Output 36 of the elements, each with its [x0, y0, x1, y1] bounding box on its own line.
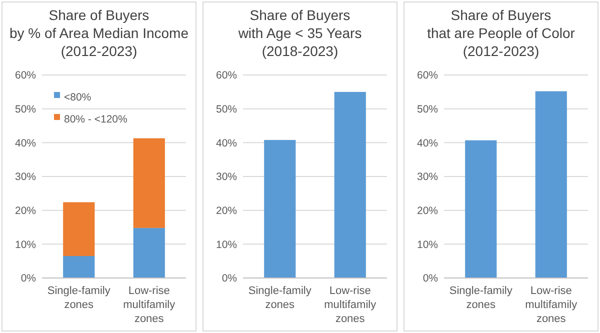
bar	[133, 138, 165, 228]
x-tick-label: Low-rise multifamily zones	[525, 285, 578, 325]
y-tick-label: 60%	[14, 70, 36, 82]
y-tick-label: 10%	[216, 238, 237, 251]
y-tick-label: 0%	[222, 272, 237, 285]
chart-title: Share of Buyers that are People of Color (2012-2023)	[427, 7, 576, 59]
x-tick-label: Single-family zones	[449, 285, 513, 311]
x-tick-label: Single-family zones	[47, 285, 111, 311]
legend-label: <80%	[64, 92, 92, 104]
y-tick-label: 30%	[216, 171, 237, 184]
chart-title: Share of Buyers by % of Area Median Income (2012-2023)	[10, 7, 189, 59]
y-tick-label: 30%	[416, 171, 438, 184]
y-tick-label: 60%	[416, 70, 438, 82]
y-tick-label: 10%	[416, 238, 438, 251]
y-tick-label: 50%	[14, 104, 36, 116]
y-tick-label: 20%	[416, 205, 438, 218]
y-tick-label: 60%	[216, 70, 237, 82]
bar	[63, 256, 95, 278]
bar	[133, 228, 165, 278]
x-tick-label: Low-rise multifamily zones	[324, 285, 377, 325]
y-tick-label: 40%	[416, 137, 438, 150]
y-tick-label: 30%	[14, 171, 36, 184]
y-tick-label: 40%	[216, 137, 237, 150]
y-tick-label: 50%	[416, 104, 438, 116]
x-tick-label: Single-family zones	[248, 285, 312, 311]
x-tick-label: Low-rise multifamily zones	[123, 285, 176, 325]
chart-title: Share of Buyers with Age < 35 Years (2018-2023)	[237, 7, 362, 59]
y-tick-label: 20%	[216, 205, 237, 218]
y-tick-label: 0%	[422, 272, 438, 285]
y-tick-label: 50%	[216, 104, 237, 116]
bar	[63, 202, 95, 256]
y-tick-label: 40%	[14, 137, 36, 150]
y-tick-label: 0%	[20, 272, 36, 285]
y-tick-label: 10%	[14, 238, 36, 251]
legend-label: 80% - <120%	[64, 114, 128, 126]
y-tick-label: 20%	[14, 205, 36, 218]
